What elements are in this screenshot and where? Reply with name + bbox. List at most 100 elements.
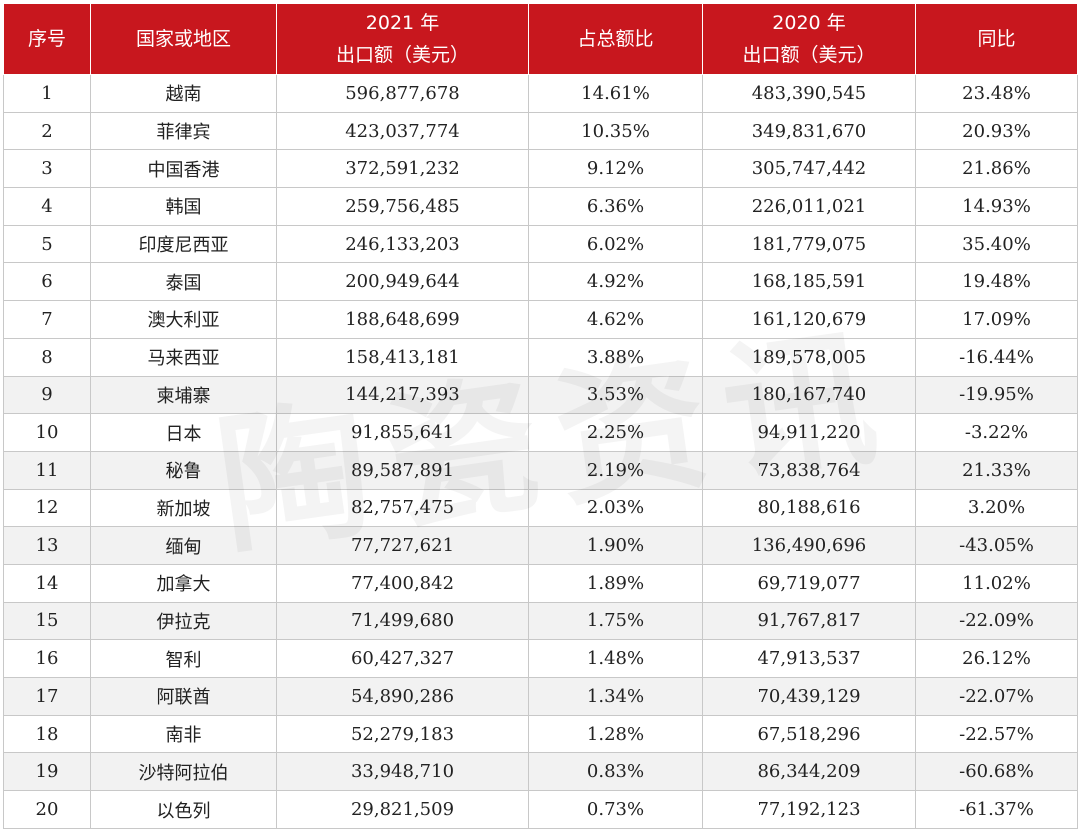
- header-share: 占总额比: [528, 3, 703, 75]
- cell-export-2021: 423,037,774: [276, 111, 529, 151]
- cell-share: 2.03%: [528, 488, 703, 528]
- cell-share: 1.34%: [528, 677, 703, 716]
- cell-export-2020: 181,779,075: [702, 224, 916, 264]
- table-row: 3 中国香港 372,591,232 9.12% 305,747,442 21.86%: [3, 149, 1078, 189]
- cell-export-2020: 189,578,005: [702, 337, 916, 377]
- cell-rank: 7: [3, 300, 91, 339]
- cell-country: 澳大利亚: [90, 300, 277, 339]
- cell-yoy: 20.93%: [915, 111, 1078, 151]
- cell-share: 0.73%: [528, 790, 703, 829]
- cell-export-2020: 69,719,077: [702, 563, 916, 603]
- cell-share: 9.12%: [528, 149, 703, 189]
- cell-share: 4.92%: [528, 262, 703, 302]
- cell-export-2020: 94,911,220: [702, 413, 916, 452]
- cell-yoy: 17.09%: [915, 300, 1078, 339]
- cell-export-2020: 80,188,616: [702, 488, 916, 528]
- cell-export-2020: 483,390,545: [702, 74, 916, 113]
- cell-yoy: -16.44%: [915, 337, 1078, 377]
- cell-export-2020: 305,747,442: [702, 149, 916, 189]
- header-export-2020: 2020 年 出口额（美元）: [702, 3, 916, 75]
- cell-export-2021: 29,821,509: [276, 790, 529, 829]
- table-row: 6 泰国 200,949,644 4.92% 168,185,591 19.48%: [3, 262, 1078, 302]
- cell-export-2021: 188,648,699: [276, 300, 529, 339]
- cell-yoy: -61.37%: [915, 790, 1078, 829]
- cell-export-2020: 47,913,537: [702, 639, 916, 678]
- cell-yoy: 21.33%: [915, 450, 1078, 490]
- cell-yoy: -22.57%: [915, 714, 1078, 754]
- table-row: 1 越南 596,877,678 14.61% 483,390,545 23.48%: [3, 74, 1078, 113]
- cell-rank: 12: [3, 488, 91, 528]
- cell-export-2021: 144,217,393: [276, 375, 529, 415]
- cell-rank: 14: [3, 563, 91, 603]
- cell-country: 中国香港: [90, 149, 277, 189]
- cell-share: 6.36%: [528, 187, 703, 226]
- cell-export-2021: 33,948,710: [276, 752, 529, 792]
- cell-rank: 3: [3, 149, 91, 189]
- export-table: 序号 国家或地区 2021 年 出口额（美元） 占总额比 2020 年 出口额（…: [3, 3, 1078, 829]
- cell-export-2020: 86,344,209: [702, 752, 916, 792]
- cell-export-2020: 73,838,764: [702, 450, 916, 490]
- table-row: 18 南非 52,279,183 1.28% 67,518,296 -22.57%: [3, 714, 1078, 754]
- cell-export-2020: 136,490,696: [702, 526, 916, 565]
- cell-rank: 8: [3, 337, 91, 377]
- cell-export-2021: 596,877,678: [276, 74, 529, 113]
- cell-export-2020: 77,192,123: [702, 790, 916, 829]
- cell-share: 6.02%: [528, 224, 703, 264]
- table-row: 13 缅甸 77,727,621 1.90% 136,490,696 -43.05%: [3, 526, 1078, 565]
- cell-country: 阿联酋: [90, 677, 277, 716]
- cell-rank: 6: [3, 262, 91, 302]
- cell-rank: 15: [3, 601, 91, 641]
- cell-country: 伊拉克: [90, 601, 277, 641]
- cell-export-2021: 54,890,286: [276, 677, 529, 716]
- cell-share: 2.25%: [528, 413, 703, 452]
- table-row: 5 印度尼西亚 246,133,203 6.02% 181,779,075 35.40%: [3, 224, 1078, 264]
- cell-share: 2.19%: [528, 450, 703, 490]
- cell-rank: 10: [3, 413, 91, 452]
- cell-export-2021: 60,427,327: [276, 639, 529, 678]
- cell-yoy: 19.48%: [915, 262, 1078, 302]
- cell-rank: 20: [3, 790, 91, 829]
- cell-yoy: -3.22%: [915, 413, 1078, 452]
- cell-yoy: 26.12%: [915, 639, 1078, 678]
- cell-share: 1.75%: [528, 601, 703, 641]
- cell-country: 柬埔寨: [90, 375, 277, 415]
- header-yoy: 同比: [915, 3, 1078, 75]
- cell-share: 0.83%: [528, 752, 703, 792]
- cell-country: 缅甸: [90, 526, 277, 565]
- cell-country: 新加坡: [90, 488, 277, 528]
- cell-export-2021: 89,587,891: [276, 450, 529, 490]
- cell-export-2020: 67,518,296: [702, 714, 916, 754]
- header-rank: 序号: [3, 3, 91, 75]
- cell-rank: 5: [3, 224, 91, 264]
- cell-country: 韩国: [90, 187, 277, 226]
- cell-country: 马来西亚: [90, 337, 277, 377]
- cell-rank: 11: [3, 450, 91, 490]
- cell-export-2021: 158,413,181: [276, 337, 529, 377]
- table-row: 20 以色列 29,821,509 0.73% 77,192,123 -61.37%: [3, 790, 1078, 829]
- cell-share: 1.28%: [528, 714, 703, 754]
- table-row: 17 阿联酋 54,890,286 1.34% 70,439,129 -22.07%: [3, 677, 1078, 716]
- cell-export-2020: 349,831,670: [702, 111, 916, 151]
- cell-share: 1.90%: [528, 526, 703, 565]
- table-row: 14 加拿大 77,400,842 1.89% 69,719,077 11.02%: [3, 563, 1078, 603]
- cell-rank: 4: [3, 187, 91, 226]
- cell-yoy: -60.68%: [915, 752, 1078, 792]
- cell-yoy: -19.95%: [915, 375, 1078, 415]
- cell-share: 4.62%: [528, 300, 703, 339]
- cell-export-2021: 259,756,485: [276, 187, 529, 226]
- cell-export-2021: 246,133,203: [276, 224, 529, 264]
- cell-share: 3.53%: [528, 375, 703, 415]
- cell-share: 1.89%: [528, 563, 703, 603]
- cell-yoy: 21.86%: [915, 149, 1078, 189]
- cell-export-2020: 168,185,591: [702, 262, 916, 302]
- cell-rank: 13: [3, 526, 91, 565]
- cell-rank: 17: [3, 677, 91, 716]
- cell-yoy: 35.40%: [915, 224, 1078, 264]
- table-row: 11 秘鲁 89,587,891 2.19% 73,838,764 21.33%: [3, 450, 1078, 490]
- cell-country: 泰国: [90, 262, 277, 302]
- header-export-2021-year: 2021 年: [365, 12, 440, 34]
- cell-export-2021: 77,400,842: [276, 563, 529, 603]
- cell-country: 越南: [90, 74, 277, 113]
- cell-export-2020: 180,167,740: [702, 375, 916, 415]
- cell-yoy: -22.07%: [915, 677, 1078, 716]
